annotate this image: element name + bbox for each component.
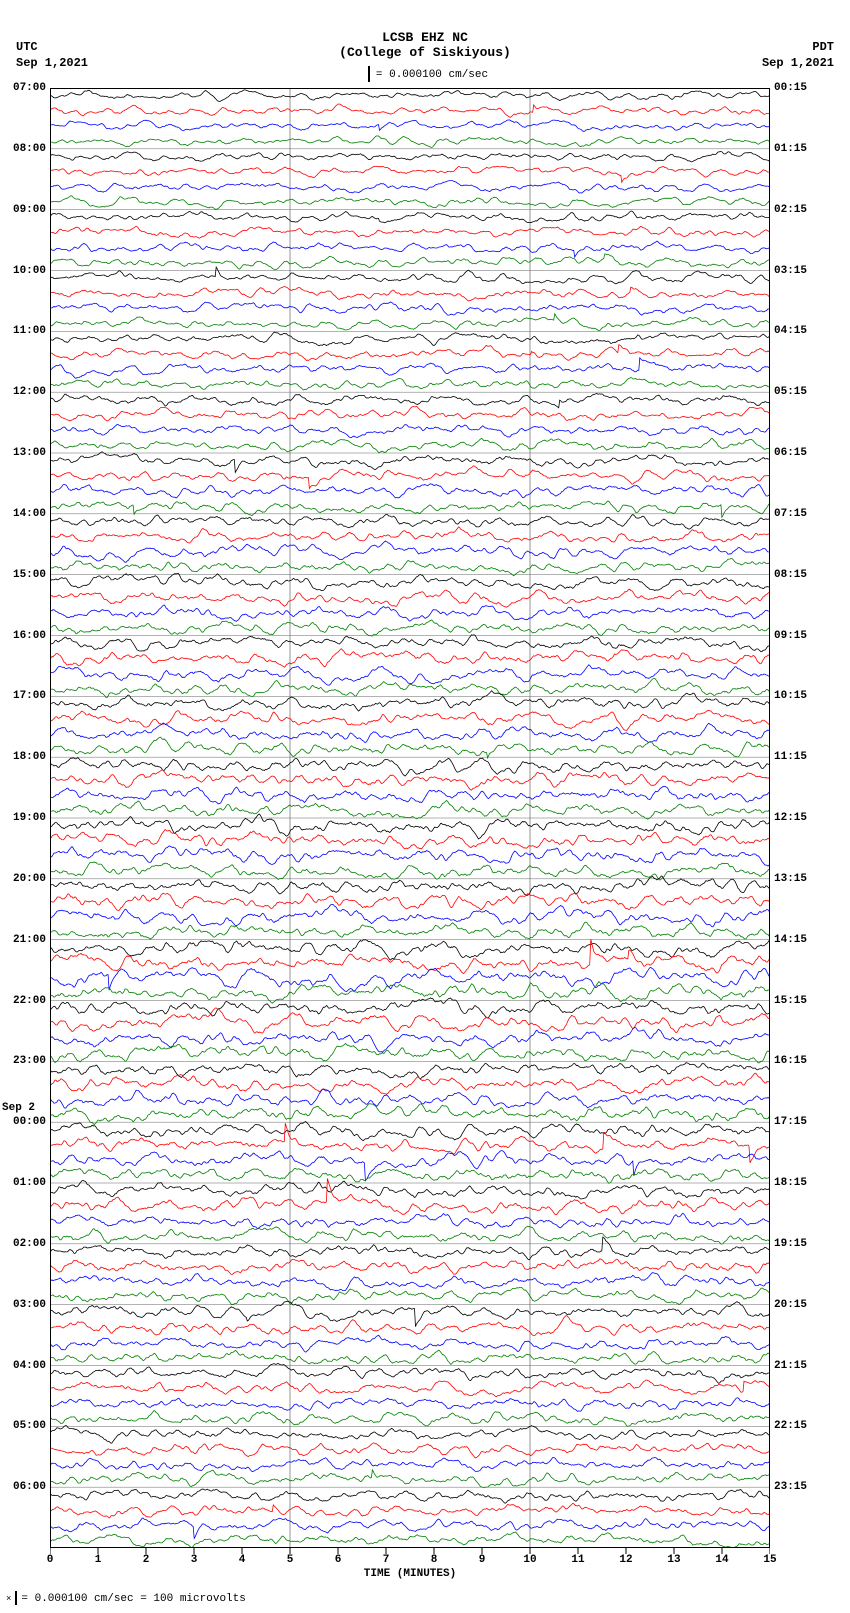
x-axis: 0123456789101112131415TIME (MINUTES)	[50, 1548, 770, 1588]
midnight-date-label: Sep 2	[2, 1102, 35, 1114]
pdt-hour-label: 07:15	[774, 508, 818, 520]
station-subtitle: (College of Siskiyous)	[0, 45, 850, 60]
utc-hour-label: 21:00	[2, 934, 46, 946]
utc-hour-label: 18:00	[2, 751, 46, 763]
utc-hour-label: 15:00	[2, 569, 46, 581]
pdt-hour-label: 10:15	[774, 690, 818, 702]
utc-hour-label: 16:00	[2, 630, 46, 642]
utc-hour-label: 11:00	[2, 325, 46, 337]
pdt-hour-label: 06:15	[774, 447, 818, 459]
pdt-hour-label: 03:15	[774, 265, 818, 277]
pdt-hour-label: 00:15	[774, 82, 818, 94]
station-title: LCSB EHZ NC	[0, 30, 850, 45]
utc-hour-label: 20:00	[2, 873, 46, 885]
pdt-hour-label: 12:15	[774, 812, 818, 824]
pdt-hour-label: 14:15	[774, 934, 818, 946]
pdt-hour-label: 11:15	[774, 751, 818, 763]
plot-frame	[50, 88, 770, 1548]
pdt-hour-label: 22:15	[774, 1420, 818, 1432]
pdt-hour-label: 23:15	[774, 1481, 818, 1493]
utc-hour-label: 03:00	[2, 1299, 46, 1311]
pdt-hour-label: 05:15	[774, 386, 818, 398]
utc-hour-label: 01:00	[2, 1177, 46, 1189]
footnote-scale: ×= 0.000100 cm/sec = 100 microvolts	[6, 1591, 246, 1605]
utc-hour-label: 05:00	[2, 1420, 46, 1432]
utc-hour-label: 13:00	[2, 447, 46, 459]
pdt-hour-label: 19:15	[774, 1238, 818, 1250]
utc-hour-label: 09:00	[2, 204, 46, 216]
utc-hour-label: 19:00	[2, 812, 46, 824]
utc-hour-label: 12:00	[2, 386, 46, 398]
pdt-hour-label: 13:15	[774, 873, 818, 885]
x-axis-label: TIME (MINUTES)	[50, 1568, 770, 1580]
pdt-hour-label: 18:15	[774, 1177, 818, 1189]
pdt-hour-label: 02:15	[774, 204, 818, 216]
utc-hour-label: 02:00	[2, 1238, 46, 1250]
utc-hour-label: 22:00	[2, 995, 46, 1007]
utc-hour-label: 10:00	[2, 265, 46, 277]
utc-hour-label: 07:00	[2, 82, 46, 94]
pdt-hour-label: 15:15	[774, 995, 818, 1007]
pdt-hour-label: 09:15	[774, 630, 818, 642]
helicorder-plot	[50, 88, 770, 1548]
amplitude-scale: = 0.000100 cm/sec	[0, 66, 850, 82]
utc-hour-label: 04:00	[2, 1360, 46, 1372]
utc-hour-label: 00:00	[2, 1116, 46, 1128]
pdt-hour-label: 04:15	[774, 325, 818, 337]
utc-hour-label: 17:00	[2, 690, 46, 702]
utc-hour-label: 14:00	[2, 508, 46, 520]
pdt-hour-label: 17:15	[774, 1116, 818, 1128]
utc-hour-label: 23:00	[2, 1055, 46, 1067]
utc-hour-label: 06:00	[2, 1481, 46, 1493]
pdt-hour-label: 20:15	[774, 1299, 818, 1311]
pdt-hour-label: 08:15	[774, 569, 818, 581]
utc-hour-label: 08:00	[2, 143, 46, 155]
pdt-hour-label: 21:15	[774, 1360, 818, 1372]
pdt-hour-label: 01:15	[774, 143, 818, 155]
pdt-hour-label: 16:15	[774, 1055, 818, 1067]
